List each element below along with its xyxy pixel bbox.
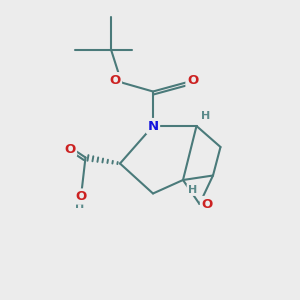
Text: N: N xyxy=(147,119,159,133)
Text: O: O xyxy=(75,190,87,203)
Text: H: H xyxy=(75,200,84,211)
Text: O: O xyxy=(64,142,76,156)
Text: O: O xyxy=(201,197,213,211)
Text: O: O xyxy=(109,74,121,87)
Text: H: H xyxy=(202,111,211,122)
Text: O: O xyxy=(187,74,198,87)
Text: H: H xyxy=(188,184,197,195)
